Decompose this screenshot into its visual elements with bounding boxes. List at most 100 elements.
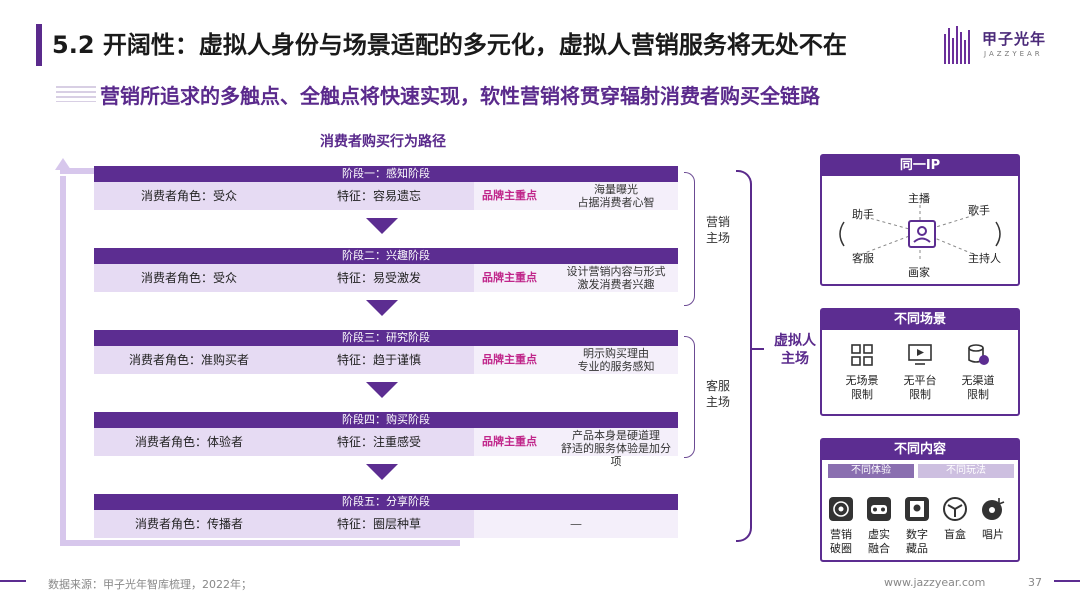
loop-back-arrow-icon (55, 158, 71, 170)
different-content-panel: 不同内容 不同体验 不同玩法 营销 破圈 虚实 融合 数字 藏品 盲盒 唱片 (820, 438, 1020, 562)
loop-back-bottom (60, 540, 460, 546)
stage-5: 阶段五：分享阶段 消费者角色：传播者 特征：圈层种草 — (94, 494, 678, 538)
ip-node-host: 主播 (908, 192, 930, 205)
content-item: 唱片 (968, 496, 1018, 542)
ip-node-emcee: 主持人 (968, 252, 1001, 265)
footer-right-bar (1054, 580, 1080, 582)
avatar-icon (908, 220, 936, 248)
tag-different-experience: 不同体验 (828, 464, 914, 478)
footer-left-bar (0, 580, 26, 582)
consumer-role: 消费者角色：受众 (140, 271, 237, 285)
service-brace (684, 336, 695, 458)
down-arrow-icon (366, 300, 398, 316)
page-number: 37 (1028, 576, 1042, 589)
stage-head: 阶段一：感知阶段 (94, 166, 678, 182)
content-item: 虚实 融合 (854, 496, 904, 556)
brand-focus-desc: 明示购买理由 专业的服务感知 (577, 347, 655, 373)
scene-item: 无平台 限制 (890, 342, 950, 402)
down-arrow-icon (366, 382, 398, 398)
stage-body: 消费者角色：体验者 特征：注重感受 品牌主重点 产品本身是硬道理 舒适的服务体验是… (94, 428, 678, 468)
down-arrow-icon (366, 464, 398, 480)
stage-head: 阶段五：分享阶段 (94, 494, 678, 510)
jazzyear-logo: 甲子光年 JAZZYEAR (944, 24, 1064, 72)
brand-focus-desc: 产品本身是硬道理 舒适的服务体验是加分项 (561, 429, 671, 468)
stage-1: 阶段一：感知阶段 消费者角色：受众 特征：容易遗忘 品牌主重点 海量曝光 占据消费… (94, 166, 678, 210)
stage-body: 消费者角色：准购买者 特征：趋于谨慎 品牌主重点 明示购买理由 专业的服务感知 (94, 346, 678, 374)
stage-feature: 特征：趋于谨慎 (336, 353, 421, 367)
consumer-role: 消费者角色：准购买者 (128, 353, 249, 367)
logo-bars-icon (944, 26, 972, 64)
logo-name-cn: 甲子光年 (982, 30, 1047, 48)
stage-4: 阶段四：购买阶段 消费者角色：体验者 特征：注重感受 品牌主重点 产品本身是硬道… (94, 412, 678, 468)
brand-focus-desc: 海量曝光 占据消费者心智 (577, 183, 655, 209)
grid-icon (851, 344, 873, 366)
brace-tick (750, 348, 764, 350)
brand-focus-cell: 品牌主重点 产品本身是硬道理 舒适的服务体验是加分项 (474, 428, 678, 468)
stage-head: 阶段四：购买阶段 (94, 412, 678, 428)
brand-focus-cell: 品牌主重点 设计营销内容与形式 激发消费者兴趣 (474, 264, 678, 292)
stage-head: 阶段三：研究阶段 (94, 330, 678, 346)
website-link[interactable]: www.jazzyear.com (884, 576, 986, 589)
stage-2: 阶段二：兴趣阶段 消费者角色：受众 特征：易受激发 品牌主重点 设计营销内容与形… (94, 248, 678, 292)
consumer-role: 消费者角色：体验者 (134, 435, 243, 449)
subtitle-decoration (56, 86, 96, 102)
ip-node-singer: 歌手 (968, 204, 990, 217)
brand-focus-cell: — (474, 510, 678, 538)
stage-feature: 特征：易受激发 (336, 271, 421, 285)
consumer-role: 消费者角色：受众 (140, 189, 237, 203)
scene-item: 无渠道 限制 (948, 342, 1008, 402)
record-icon (982, 498, 1005, 520)
brand-focus-label: 品牌主重点 (482, 271, 537, 284)
brand-focus-cell: 品牌主重点 海量曝光 占据消费者心智 (474, 182, 678, 210)
path-title: 消费者购买行为路径 (320, 134, 446, 150)
loop-back-line (60, 176, 66, 546)
stage-head: 阶段二：兴趣阶段 (94, 248, 678, 264)
brand-focus-label: 品牌主重点 (482, 435, 537, 448)
ip-node-assistant: 助手 (852, 208, 874, 221)
brand-focus-label: 品牌主重点 (482, 353, 537, 366)
collectible-icon (905, 497, 929, 521)
data-source: 数据来源：甲子光年智库梳理，2022年； (48, 578, 252, 591)
stage-body: 消费者角色：传播者 特征：圈层种草 — (94, 510, 678, 538)
subtitle: 营销所追求的多触点、全触点将快速实现，软性营销将贯穿辐射消费者购买全链路 (100, 84, 820, 108)
tag-different-gameplay: 不同玩法 (918, 464, 1014, 478)
stage-feature: 特征：容易遗忘 (336, 189, 421, 203)
loop-back-top (60, 168, 94, 174)
blindbox-icon (943, 497, 967, 521)
empty-dash: — (570, 517, 582, 531)
virtual-human-home-label: 虚拟人 主场 (774, 333, 816, 367)
target-icon (829, 497, 853, 521)
brand-focus-label: 品牌主重点 (482, 189, 537, 202)
ip-network-lines (839, 204, 1001, 262)
different-scenes-panel: 不同场景 无场景 限制 无平台 限制 无渠道 限制 (820, 308, 1020, 416)
scene-item: 无场景 限制 (832, 342, 892, 402)
consumer-role: 消费者角色：传播者 (134, 517, 243, 531)
vr-icon (867, 497, 891, 521)
panel-title: 不同内容 (822, 440, 1018, 460)
ip-node-painter: 画家 (908, 266, 930, 279)
down-arrow-icon (366, 218, 398, 234)
logo-name-en: JAZZYEAR (984, 50, 1043, 58)
stage-body: 消费者角色：受众 特征：容易遗忘 品牌主重点 海量曝光 占据消费者心智 (94, 182, 678, 210)
marketing-home-label: 营销 主场 (706, 215, 731, 245)
channel-icon (968, 344, 989, 365)
panel-title: 同一IP (822, 156, 1018, 176)
marketing-brace (684, 172, 695, 306)
stage-feature: 特征：圈层种草 (336, 517, 421, 531)
screen-icon (908, 344, 932, 365)
service-home-label: 客服 主场 (706, 379, 731, 409)
ip-node-service: 客服 (852, 252, 874, 265)
stage-body: 消费者角色：受众 特征：易受激发 品牌主重点 设计营销内容与形式 激发消费者兴趣 (94, 264, 678, 292)
content-item: 营销 破圈 (816, 496, 866, 556)
content-item: 盲盒 (930, 496, 980, 542)
content-item: 数字 藏品 (892, 496, 942, 556)
stage-feature: 特征：注重感受 (336, 435, 421, 449)
page-title: 5.2 开阔性：虚拟人身份与场景适配的多元化，虚拟人营销服务将无处不在 (52, 31, 847, 59)
panel-title: 不同场景 (822, 310, 1018, 330)
same-ip-panel: 同一IP 主播 助手 歌手 客服 主持人 画家 (820, 154, 1020, 286)
brand-focus-desc: 设计营销内容与形式 激发消费者兴趣 (566, 265, 666, 291)
stage-3: 阶段三：研究阶段 消费者角色：准购买者 特征：趋于谨慎 品牌主重点 明示购买理由… (94, 330, 678, 374)
title-accent-bar (36, 24, 42, 66)
virtual-human-brace (736, 170, 752, 542)
brand-focus-cell: 品牌主重点 明示购买理由 专业的服务感知 (474, 346, 678, 374)
